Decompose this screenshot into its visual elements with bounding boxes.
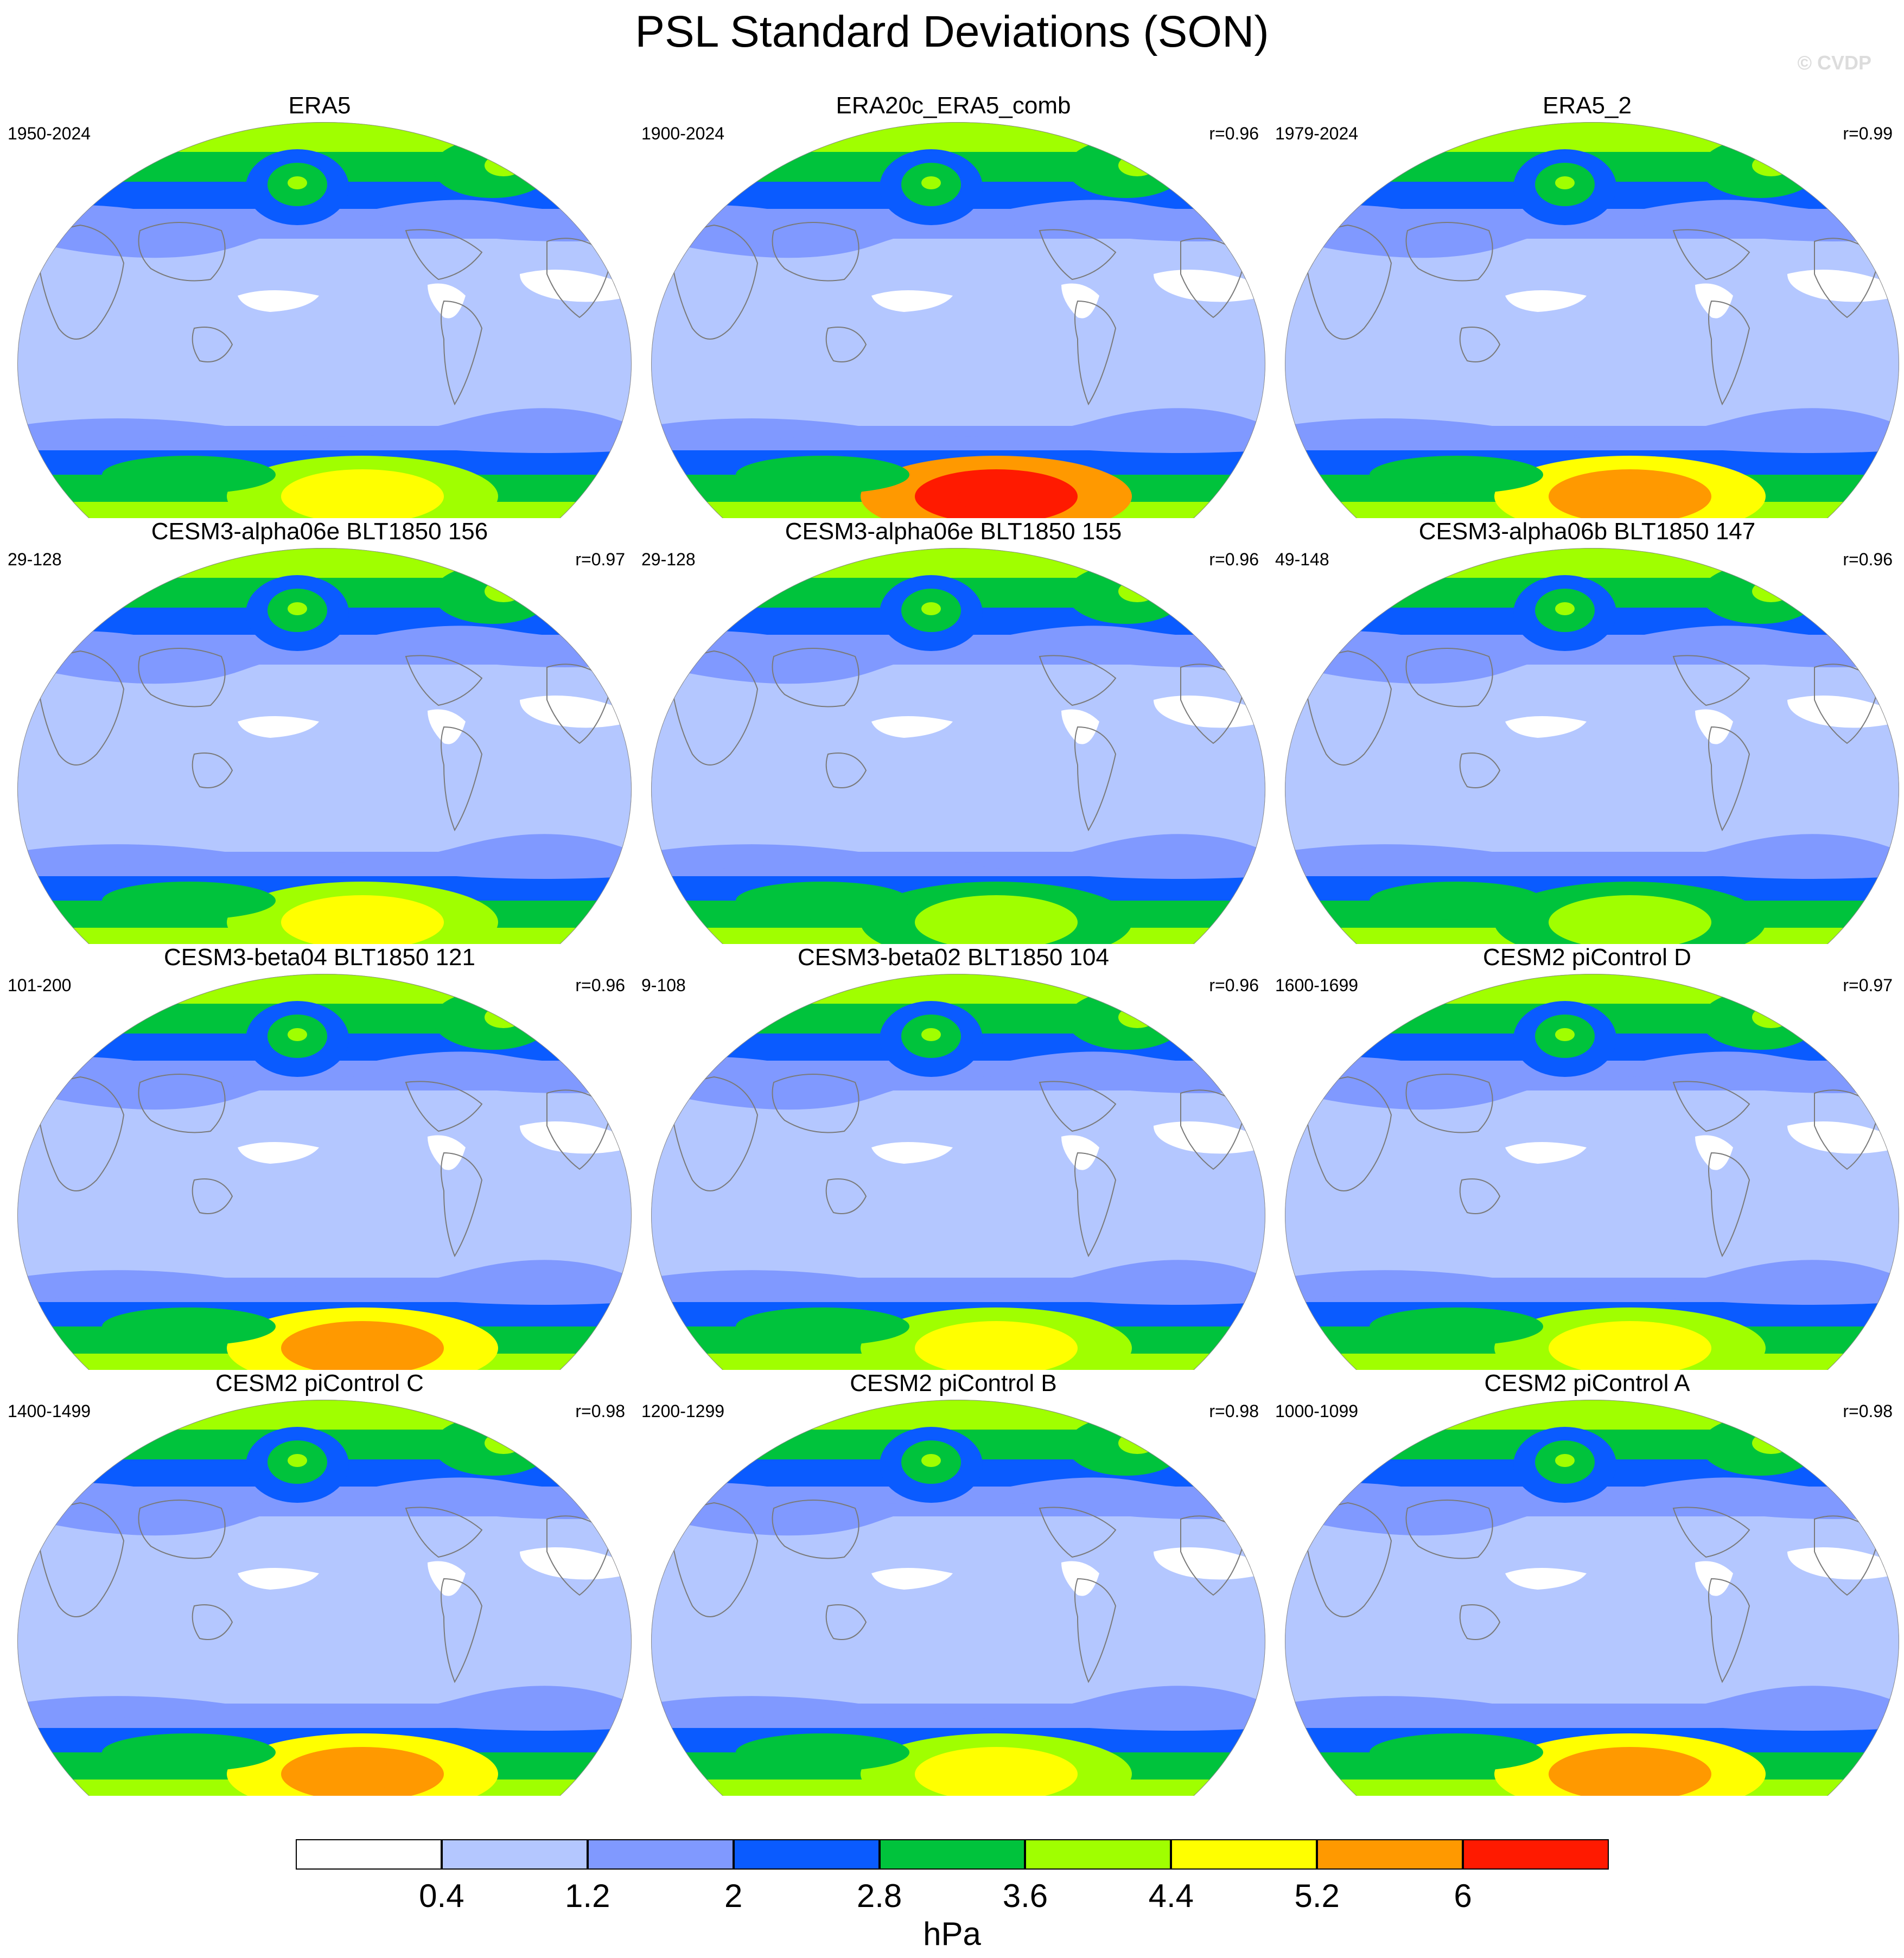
colorbar-tick-label: 5.2 (1294, 1878, 1340, 1914)
colorbar-tick-label: 1.2 (565, 1878, 610, 1914)
colorbar (296, 1839, 1609, 1870)
panel-title: CESM3-alpha06e BLT1850 156 (151, 518, 488, 545)
panel-years: 1600-1699 (1275, 975, 1359, 995)
map-plot (1285, 122, 1899, 518)
panel-title: CESM2 piControl C (215, 1370, 424, 1396)
panel-years: 29-128 (8, 550, 62, 569)
panel-title: CESM3-alpha06b BLT1850 147 (1418, 518, 1756, 545)
map-plot (651, 548, 1265, 944)
colorbar-segment (1463, 1839, 1609, 1870)
map-panel: CESM2 piControl C 1400-1499 r=0.98 (8, 1370, 632, 1798)
panel-years: 1950-2024 (8, 124, 91, 143)
map-plot (651, 122, 1265, 518)
panel-years: 1200-1299 (641, 1401, 725, 1421)
map-plot (1285, 1400, 1899, 1796)
map-panel: ERA5_2 1979-2024 r=0.99 (1275, 92, 1899, 521)
panel-title: CESM2 piControl A (1484, 1370, 1690, 1396)
colorbar-unit: hPa (923, 1916, 981, 1952)
colorbar-segment (1025, 1839, 1171, 1870)
panel-correlation: r=0.96 (1209, 550, 1259, 569)
panel-years: 49-148 (1275, 550, 1329, 569)
map-panel: CESM3-alpha06e BLT1850 155 29-128 r=0.96 (641, 518, 1265, 947)
panel-title: CESM3-beta04 BLT1850 121 (164, 944, 475, 971)
figure-title: PSL Standard Deviations (SON) (635, 7, 1269, 56)
map-panel: CESM3-alpha06b BLT1850 147 49-148 r=0.96 (1275, 518, 1899, 947)
panel-correlation: r=0.96 (1843, 550, 1893, 569)
map-plot (651, 974, 1265, 1370)
panel-title: CESM2 piControl B (850, 1370, 1057, 1396)
colorbar-tick-label: 6 (1454, 1878, 1472, 1914)
map-panel: CESM3-alpha06e BLT1850 156 29-128 r=0.97 (8, 518, 632, 947)
colorbar-tick-label: 2 (724, 1878, 743, 1914)
panel-title: ERA5_2 (1543, 92, 1632, 119)
colorbar-tick-label: 4.4 (1148, 1878, 1194, 1914)
colorbar-segment (1171, 1839, 1317, 1870)
panel-correlation: r=0.96 (575, 975, 625, 995)
panel-correlation: r=0.98 (575, 1401, 625, 1421)
panel-title: ERA20c_ERA5_comb (836, 92, 1071, 119)
map-panel: ERA20c_ERA5_comb 1900-2024 r=0.96 (641, 92, 1265, 521)
panel-years: 1000-1099 (1275, 1401, 1359, 1421)
colorbar-segment (733, 1839, 880, 1870)
panel-title: CESM3-alpha06e BLT1850 155 (785, 518, 1122, 545)
panel-correlation: r=0.98 (1843, 1401, 1893, 1421)
map-panel: CESM2 piControl B 1200-1299 r=0.98 (641, 1370, 1265, 1798)
map-plot (17, 974, 632, 1370)
map-plot (17, 1400, 632, 1796)
map-panel: ERA5 1950-2024 (8, 92, 632, 521)
panel-title: CESM3-beta02 BLT1850 104 (798, 944, 1109, 971)
map-plot (1285, 974, 1899, 1370)
panel-years: 29-128 (641, 550, 696, 569)
colorbar-segment (587, 1839, 734, 1870)
panel-years: 1400-1499 (8, 1401, 91, 1421)
colorbar-segment (296, 1839, 442, 1870)
map-panel: CESM2 piControl D 1600-1699 r=0.97 (1275, 944, 1899, 1373)
map-plot (17, 548, 632, 944)
panel-correlation: r=0.98 (1209, 1401, 1259, 1421)
map-plot (651, 1400, 1265, 1796)
panel-years: 1979-2024 (1275, 124, 1359, 143)
map-panel: CESM3-beta02 BLT1850 104 9-108 r=0.96 (641, 944, 1265, 1373)
panel-correlation: r=0.99 (1843, 124, 1893, 143)
colorbar-segment (1317, 1839, 1463, 1870)
panel-title: ERA5 (288, 92, 351, 119)
map-panel: CESM3-beta04 BLT1850 121 101-200 r=0.96 (8, 944, 632, 1373)
panel-correlation: r=0.97 (1843, 975, 1893, 995)
colorbar-segment (879, 1839, 1026, 1870)
colorbar-tick-label: 0.4 (419, 1878, 464, 1914)
colorbar-segment (441, 1839, 588, 1870)
panel-title: CESM2 piControl D (1483, 944, 1691, 971)
panel-correlation: r=0.96 (1209, 975, 1259, 995)
cvdp-watermark: © CVDP (1797, 52, 1871, 74)
colorbar-tick-label: 3.6 (1002, 1878, 1048, 1914)
colorbar-tick-label: 2.8 (856, 1878, 902, 1914)
panel-years: 1900-2024 (641, 124, 725, 143)
map-plot (17, 122, 632, 518)
map-panel: CESM2 piControl A 1000-1099 r=0.98 (1275, 1370, 1899, 1798)
panel-years: 101-200 (8, 975, 72, 995)
panel-correlation: r=0.96 (1209, 124, 1259, 143)
map-plot (1285, 548, 1899, 944)
panel-years: 9-108 (641, 975, 686, 995)
panel-correlation: r=0.97 (575, 550, 625, 569)
